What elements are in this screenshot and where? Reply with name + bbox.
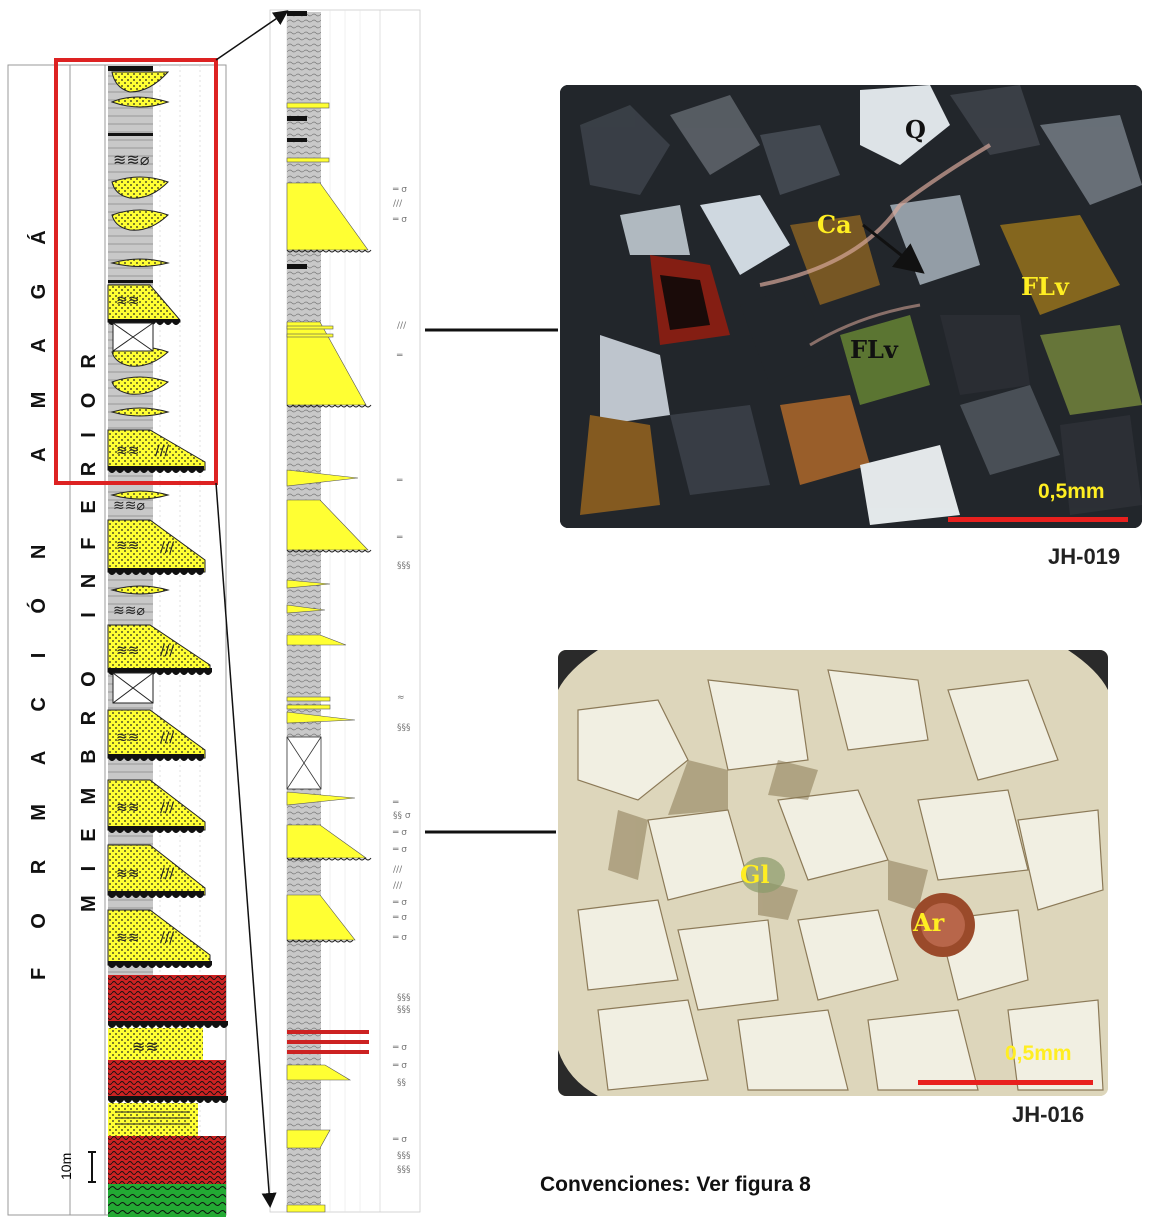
svg-text:═ σ: ═ σ — [392, 1135, 407, 1145]
figure-caption: Convenciones: Ver figura 8 — [540, 1173, 811, 1196]
svg-text:≋≋: ≋≋ — [116, 538, 139, 554]
mineral-label-ar: Ar — [913, 908, 945, 937]
svg-text:///: /// — [160, 930, 174, 946]
stratigraphic-column-detail: ═ σ /// ═ σ /// ═ ═ ═ §§§ ≈ §§§ ═ §§ σ ═ σ ═ σ ///… — [269, 9, 421, 1213]
svg-text:≋≋⌀: ≋≋⌀ — [113, 498, 145, 514]
svg-text:///: /// — [160, 540, 174, 556]
sample-code-jh019: JH-019 — [1048, 544, 1121, 569]
svg-text:≋≋: ≋≋ — [132, 1037, 159, 1056]
svg-text:═ σ: ═ σ — [392, 1043, 407, 1053]
thin-section-photo-jh016: Gl Ar 0,5mm — [558, 650, 1108, 1096]
svg-text:///: /// — [393, 865, 403, 875]
svg-text:§§§: §§§ — [397, 1005, 411, 1015]
svg-text:///: /// — [155, 443, 169, 459]
micrograph-plane-light — [558, 650, 1108, 1096]
svg-text:═ σ: ═ σ — [392, 185, 407, 195]
scale-bar — [948, 517, 1128, 522]
svg-text:///: /// — [393, 881, 403, 891]
svg-text:≋≋: ≋≋ — [116, 443, 139, 459]
mineral-label-ca: Ca — [817, 210, 852, 239]
svg-text:≋≋⌀: ≋≋⌀ — [113, 603, 145, 619]
mineral-label-q: Q — [905, 115, 926, 144]
svg-text:═ σ: ═ σ — [392, 215, 407, 225]
svg-text:///: /// — [160, 866, 174, 882]
stratigraphic-column-overview: ≋≋⌀ ≋≋⌀ ≋≋⌀ ≋≋ ≋≋ /// ≋≋ /// ≋≋ /// ≋≋ /// ≋≋… — [7, 58, 228, 1217]
svg-text:═: ═ — [396, 533, 403, 543]
svg-text:═ σ: ═ σ — [392, 828, 407, 838]
svg-text:═ σ: ═ σ — [392, 913, 407, 923]
svg-text:═ σ: ═ σ — [392, 845, 407, 855]
svg-text:§§§: §§§ — [397, 723, 411, 733]
sample-code-jh016: JH-016 — [1012, 1102, 1085, 1127]
scale-label: 0,5mm — [1038, 480, 1105, 503]
svg-text:≋≋: ≋≋ — [116, 293, 139, 309]
svg-text:═: ═ — [396, 351, 403, 361]
mineral-label-gl: Gl — [740, 860, 770, 889]
svg-text:≋≋: ≋≋ — [116, 866, 139, 882]
svg-text:§§§: §§§ — [397, 993, 411, 1003]
svg-text:═ σ: ═ σ — [392, 1061, 407, 1071]
svg-text:///: /// — [160, 643, 174, 659]
svg-text:═ σ: ═ σ — [392, 898, 407, 908]
svg-text:≋≋: ≋≋ — [116, 800, 139, 816]
svg-text:≋≋⌀: ≋≋⌀ — [113, 150, 150, 169]
svg-text:///: /// — [160, 730, 174, 746]
svg-text:§§§: §§§ — [397, 1151, 411, 1161]
thin-section-photo-jh019: Q Ca FLv FLv 0,5mm — [560, 85, 1142, 528]
svg-text:≋≋: ≋≋ — [116, 643, 139, 659]
svg-text:§§ σ: §§ σ — [393, 811, 411, 821]
svg-text:§§: §§ — [397, 1078, 407, 1088]
mineral-label-flv-1: FLv — [1021, 272, 1069, 301]
svg-text:≈: ≈ — [397, 693, 405, 703]
svg-text:═: ═ — [392, 798, 399, 808]
svg-text:≋≋: ≋≋ — [116, 930, 139, 946]
micrograph-crossed-polars — [560, 85, 1142, 528]
svg-text:///: /// — [160, 800, 174, 816]
svg-text:═: ═ — [396, 476, 403, 486]
svg-text:═ σ: ═ σ — [392, 933, 407, 943]
svg-text:///: /// — [397, 321, 407, 331]
mineral-label-flv-2: FLv — [850, 335, 898, 364]
svg-text:///: /// — [393, 199, 403, 209]
svg-text:≋≋: ≋≋ — [116, 730, 139, 746]
scale-label: 0,5mm — [1005, 1042, 1072, 1065]
svg-text:§§§: §§§ — [397, 561, 411, 571]
scale-bar — [918, 1080, 1093, 1085]
svg-text:§§§: §§§ — [397, 1165, 411, 1175]
